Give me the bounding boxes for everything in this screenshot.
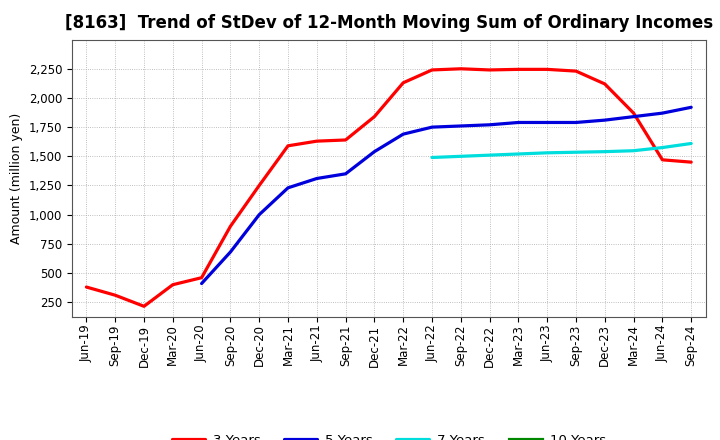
5 Years [341,171,350,176]
7 Years [456,154,465,159]
7 Years [629,148,638,154]
3 Years [140,304,148,309]
5 Years [370,149,379,154]
5 Years [514,120,523,125]
3 Years [485,67,494,73]
3 Years [370,114,379,119]
Legend: 3 Years, 5 Years, 7 Years, 10 Years: 3 Years, 5 Years, 7 Years, 10 Years [166,429,611,440]
5 Years [600,117,609,123]
3 Years [428,67,436,73]
7 Years [687,141,696,146]
7 Years [485,153,494,158]
5 Years [197,281,206,286]
5 Years [312,176,321,181]
5 Years [428,125,436,130]
5 Years [284,185,292,191]
Line: 7 Years: 7 Years [432,143,691,158]
3 Years [600,81,609,87]
5 Years [255,212,264,217]
3 Years [687,160,696,165]
Y-axis label: Amount (million yen): Amount (million yen) [10,113,23,244]
5 Years [399,132,408,137]
5 Years [485,122,494,128]
3 Years [111,293,120,298]
5 Years [543,120,552,125]
3 Years [197,275,206,280]
5 Years [226,249,235,255]
7 Years [514,151,523,157]
7 Years [600,149,609,154]
3 Years [514,67,523,72]
3 Years [255,183,264,188]
3 Years [82,284,91,290]
3 Years [543,67,552,72]
7 Years [428,155,436,160]
3 Years [226,224,235,229]
5 Years [687,105,696,110]
3 Years [168,282,177,287]
Line: 5 Years: 5 Years [202,107,691,283]
3 Years [658,157,667,162]
Line: 3 Years: 3 Years [86,69,691,306]
5 Years [629,114,638,119]
5 Years [456,123,465,128]
7 Years [572,150,580,155]
3 Years [399,80,408,85]
3 Years [284,143,292,148]
3 Years [629,110,638,116]
3 Years [456,66,465,71]
7 Years [658,145,667,150]
3 Years [572,69,580,74]
7 Years [543,150,552,155]
3 Years [312,139,321,144]
Title: [8163]  Trend of StDev of 12-Month Moving Sum of Ordinary Incomes: [8163] Trend of StDev of 12-Month Moving… [65,15,713,33]
3 Years [341,137,350,143]
5 Years [572,120,580,125]
5 Years [658,110,667,116]
